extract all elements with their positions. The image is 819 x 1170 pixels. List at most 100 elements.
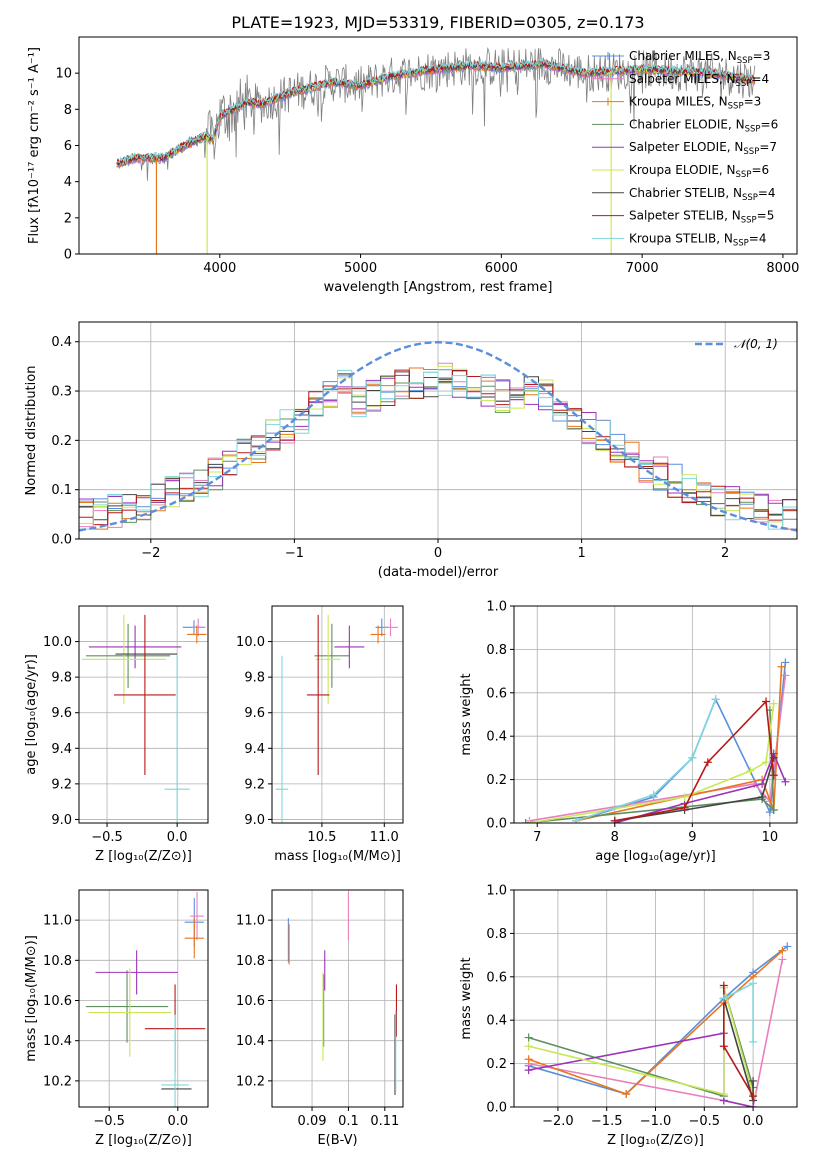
y-tick-label: 10.2 — [43, 1074, 72, 1089]
y-tick-label: 9.0 — [244, 813, 265, 828]
x-tick-label: −0.5 — [689, 1114, 721, 1129]
mass-weight-point — [521, 819, 530, 823]
figure-title: PLATE=1923, MJD=53319, FIBERID=0305, z=0… — [231, 13, 644, 32]
y-tick-label: 0.0 — [51, 533, 72, 548]
spectrum-model-line — [116, 57, 756, 164]
y-tick-label: 10.4 — [236, 1034, 265, 1049]
y-tick-label: 0.2 — [486, 1057, 507, 1072]
panel-age_vs_Z: −0.5 0.0 9.0 9.2 9.4 9.6 9.8 10.0 Z [log₁₀(Z/Z⊙)… — [24, 605, 209, 864]
legend-entry: Chabrier MILES, NSSP=3 — [629, 49, 770, 66]
mass-weight-line — [614, 751, 787, 823]
mass-weight-point — [688, 753, 697, 762]
y-tick-label: 0.4 — [486, 1014, 507, 1029]
legend-entry: 𝒩(0, 1) — [734, 337, 778, 351]
mass-weight-point — [680, 803, 689, 812]
legend-entry: Chabrier ELODIE, NSSP=6 — [629, 117, 778, 134]
y-tick-label: 0.0 — [486, 817, 507, 832]
x-tick-label: −2 — [141, 546, 160, 561]
y-tick-label: 10.4 — [43, 1034, 72, 1049]
y-axis-label: mass [log₁₀(M/M⊙)] — [24, 935, 39, 1062]
y-tick-label: 4 — [64, 175, 72, 190]
plot-area — [85, 892, 206, 1107]
x-tick-label: 0.0 — [167, 1114, 188, 1129]
x-tick-label: 11.0 — [370, 830, 399, 845]
x-axis-label: age [log₁₀(age/yr)] — [595, 849, 716, 864]
x-tick-label: 6000 — [485, 261, 518, 276]
y-tick-label: 1.0 — [486, 884, 507, 899]
x-axis-label: (data-model)/error — [378, 565, 499, 580]
spectrum-model-line — [116, 61, 756, 168]
panel-mass_vs_Z: −0.5 0.0 10.2 10.4 10.6 10.8 11.0 Z [log₁₀(Z/Z⊙… — [24, 889, 209, 1148]
legend-entry: Kroupa STELIB, NSSP=4 — [629, 231, 767, 248]
y-tick-label: 0.2 — [486, 773, 507, 788]
y-tick-label: 0.2 — [51, 434, 72, 449]
legend-entry: Salpeter STELIB, NSSP=5 — [629, 209, 774, 226]
mass-weight-point — [761, 758, 770, 767]
y-tick-label: 0.8 — [486, 643, 507, 658]
mass-weight-point — [769, 805, 778, 814]
axes-frame — [271, 605, 404, 824]
panel-spectrum: 4000 5000 6000 7000 8000 0 2 4 6 8 10 wavelength [A… — [27, 36, 799, 295]
y-tick-label: 11.0 — [236, 914, 265, 929]
plot-area — [524, 942, 792, 1107]
mass-weight-point — [524, 1066, 533, 1075]
mass-weight-point — [680, 792, 689, 801]
x-tick-label: 7 — [533, 830, 541, 845]
normal-curve — [79, 340, 797, 532]
x-tick-label: 7000 — [626, 261, 659, 276]
x-tick-label: 0.11 — [370, 1114, 399, 1129]
y-tick-label: 10.8 — [236, 954, 265, 969]
axes-frame — [513, 605, 798, 824]
y-tick-label: 10.8 — [43, 954, 72, 969]
x-tick-label: 0.1 — [338, 1114, 359, 1129]
x-tick-label: −1 — [285, 546, 304, 561]
mass-weight-point — [649, 790, 658, 799]
mass-weight-point — [719, 981, 728, 990]
y-tick-label: 2 — [64, 211, 72, 226]
mass-weight-line — [575, 699, 717, 822]
spectrum-data-line — [116, 47, 756, 181]
mass-weight-point — [749, 979, 758, 988]
panel-age_vs_mass: 10.5 11.0 9.0 9.2 9.4 9.6 9.8 10.0 mass [log₁₀(M… — [236, 605, 404, 864]
y-tick-label: 9.6 — [244, 706, 265, 721]
x-axis-label: mass [log₁₀(M/M⊙)] — [274, 849, 401, 864]
mass-weight-point — [769, 699, 778, 708]
y-tick-label: 8 — [64, 103, 72, 118]
mass-weight-point — [777, 662, 786, 671]
y-tick-label: 0.0 — [486, 1101, 507, 1116]
plot-area — [521, 658, 790, 823]
y-tick-label: 10.6 — [43, 994, 72, 1009]
y-tick-label: 9.2 — [51, 777, 72, 792]
y-tick-label: 0 — [64, 248, 72, 263]
x-tick-label: −2.0 — [542, 1114, 574, 1129]
x-tick-label: 9 — [688, 830, 696, 845]
y-tick-label: 0.8 — [486, 927, 507, 942]
x-tick-label: 8 — [611, 830, 619, 845]
mass-weight-point — [749, 1037, 758, 1046]
y-tick-label: 0.6 — [486, 970, 507, 985]
mass-weight-point — [711, 695, 720, 704]
mass-weight-point — [719, 1042, 728, 1051]
mass-weight-point — [719, 994, 728, 1003]
y-tick-label: 11.0 — [43, 914, 72, 929]
mass-weight-line — [525, 710, 775, 823]
y-tick-label: 0.3 — [51, 385, 72, 400]
plot-area — [287, 892, 398, 1095]
plot-area — [79, 340, 797, 532]
y-axis-label: Normed distribution — [24, 366, 39, 496]
mass-weight-point — [719, 1089, 728, 1098]
axes-frame — [78, 889, 209, 1108]
x-axis-label: wavelength [Angstrom, rest frame] — [324, 280, 553, 295]
x-tick-label: 0.09 — [298, 1114, 327, 1129]
legend-entry: Salpeter MILES, NSSP=4 — [629, 72, 769, 89]
y-tick-label: 9.0 — [51, 813, 72, 828]
mass-weight-point — [769, 753, 778, 762]
panel-massweight_vs_Z: −2.0 −1.5 −1.0 −0.5 0.0 0.0 0.2 0.4 0.6 0.8 1.0 Z [… — [459, 884, 798, 1148]
y-axis-label: age [log₁₀(age/yr)] — [24, 654, 39, 775]
y-tick-label: 9.4 — [51, 742, 72, 757]
y-tick-label: 9.4 — [244, 742, 265, 757]
x-axis-label: E(B-V) — [317, 1133, 357, 1148]
plot-area — [116, 47, 756, 254]
mass-weight-point — [758, 792, 767, 801]
